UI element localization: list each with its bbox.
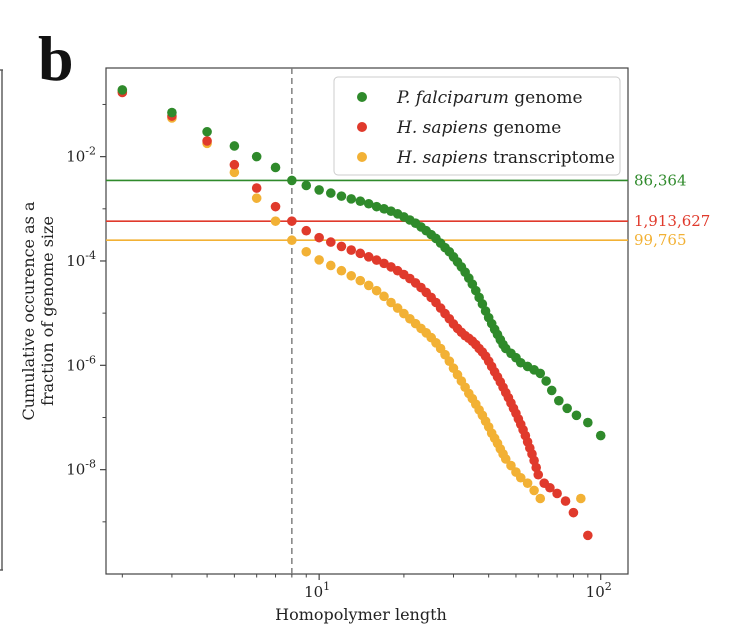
- data-point-falciparum: [595, 430, 606, 441]
- data-point-transcriptome: [379, 291, 389, 302]
- data-point-sapiens_genome: [552, 488, 562, 499]
- data-point-falciparum: [117, 85, 128, 95]
- data-point-transcriptome: [576, 493, 586, 504]
- data-point-transcriptome: [325, 260, 336, 271]
- panel-label: b: [38, 23, 74, 94]
- data-point-falciparum: [562, 403, 572, 414]
- data-point-sapiens_genome: [346, 245, 357, 255]
- data-point-transcriptome: [301, 246, 312, 257]
- data-point-transcriptome: [535, 493, 546, 504]
- legend-label-sapiens_genome: H. sapiens genome: [396, 118, 561, 138]
- y-tick-label: 10-2: [66, 145, 96, 166]
- data-point-sapiens_genome: [371, 255, 382, 265]
- data-point-falciparum: [270, 162, 281, 173]
- data-point-transcriptome: [386, 297, 396, 308]
- y-tick-label: 10-6: [66, 353, 96, 374]
- data-point-falciparum: [336, 191, 347, 201]
- data-point-falciparum: [314, 185, 324, 195]
- data-point-sapiens_genome: [336, 241, 347, 252]
- data-point-falciparum: [371, 201, 382, 212]
- data-point-transcriptome: [506, 460, 516, 471]
- threshold-label-falciparum: 86,364: [634, 171, 687, 189]
- data-point-falciparum: [287, 175, 297, 186]
- data-point-falciparum: [583, 417, 593, 428]
- data-point-transcriptome: [287, 235, 297, 246]
- data-point-falciparum: [571, 410, 582, 421]
- data-point-sapiens_genome: [251, 183, 262, 193]
- legend-marker-sapiens_genome: [357, 122, 367, 132]
- data-point-transcriptome: [363, 280, 374, 291]
- data-point-sapiens_genome: [568, 507, 579, 518]
- data-point-sapiens_genome: [325, 237, 336, 247]
- x-tick-label: 101: [304, 580, 330, 601]
- data-point-falciparum: [301, 180, 312, 191]
- data-point-falciparum: [546, 385, 557, 396]
- y-tick-label: 10-8: [66, 458, 96, 479]
- data-point-transcriptome: [229, 167, 240, 178]
- data-point-falciparum: [202, 126, 212, 137]
- data-point-falciparum: [355, 196, 366, 206]
- data-point-transcriptome: [371, 285, 382, 296]
- data-point-sapiens_genome: [287, 216, 297, 226]
- data-point-falciparum: [167, 107, 177, 118]
- legend-box: [333, 76, 621, 176]
- legend-label-transcriptome: H. sapiens transcriptome: [396, 148, 615, 168]
- data-point-falciparum: [229, 141, 240, 151]
- data-point-transcriptome: [522, 478, 533, 489]
- data-point-transcriptome: [346, 270, 357, 281]
- data-point-falciparum: [541, 376, 551, 386]
- data-point-sapiens_genome: [533, 469, 544, 480]
- data-point-falciparum: [363, 198, 374, 209]
- data-point-transcriptome: [251, 193, 262, 203]
- legend-label-falciparum: P. falciparum genome: [396, 88, 583, 108]
- data-point-falciparum: [554, 395, 564, 406]
- legend-marker-falciparum: [357, 92, 367, 102]
- data-point-falciparum: [535, 368, 546, 379]
- plot-area: 101 102 10-2 10-4 10-6 10-8 Homopolymer length…: [19, 67, 710, 624]
- data-point-falciparum: [251, 151, 262, 162]
- data-point-transcriptome: [314, 255, 324, 265]
- data-point-sapiens_genome: [531, 462, 541, 473]
- data-point-transcriptome: [444, 356, 455, 366]
- data-point-sapiens_genome: [363, 252, 374, 262]
- data-point-transcriptome: [355, 275, 366, 286]
- data-point-sapiens_genome: [202, 136, 212, 146]
- data-point-transcriptome: [500, 454, 511, 464]
- y-axis-title: Cumulative occurence as afraction of gen…: [19, 201, 57, 420]
- data-point-sapiens_genome: [229, 159, 240, 170]
- data-point-falciparum: [325, 188, 336, 198]
- data-point-sapiens_genome: [545, 482, 555, 493]
- data-point-transcriptome: [515, 472, 526, 483]
- data-point-sapiens_genome: [583, 530, 593, 541]
- data-point-sapiens_genome: [314, 232, 324, 243]
- x-axis-title: Homopolymer length: [275, 605, 447, 624]
- x-tick-label: 102: [586, 580, 612, 601]
- threshold-label-sapiens_genome: 1,913,627: [634, 212, 710, 230]
- legend-marker-transcriptome: [357, 152, 367, 162]
- axes-frame: [105, 67, 629, 575]
- data-point-transcriptome: [529, 485, 539, 496]
- data-point-sapiens_genome: [355, 248, 366, 259]
- data-point-sapiens_genome: [560, 496, 571, 506]
- data-point-transcriptome: [336, 265, 347, 276]
- data-point-falciparum: [346, 194, 357, 204]
- data-point-sapiens_genome: [270, 201, 281, 212]
- y-tick-label: 10-4: [66, 249, 96, 270]
- threshold-label-transcriptome: 99,765: [634, 231, 687, 249]
- data-point-sapiens_genome: [301, 225, 312, 236]
- data-point-transcriptome: [270, 216, 281, 226]
- data-point-transcriptome: [392, 303, 403, 313]
